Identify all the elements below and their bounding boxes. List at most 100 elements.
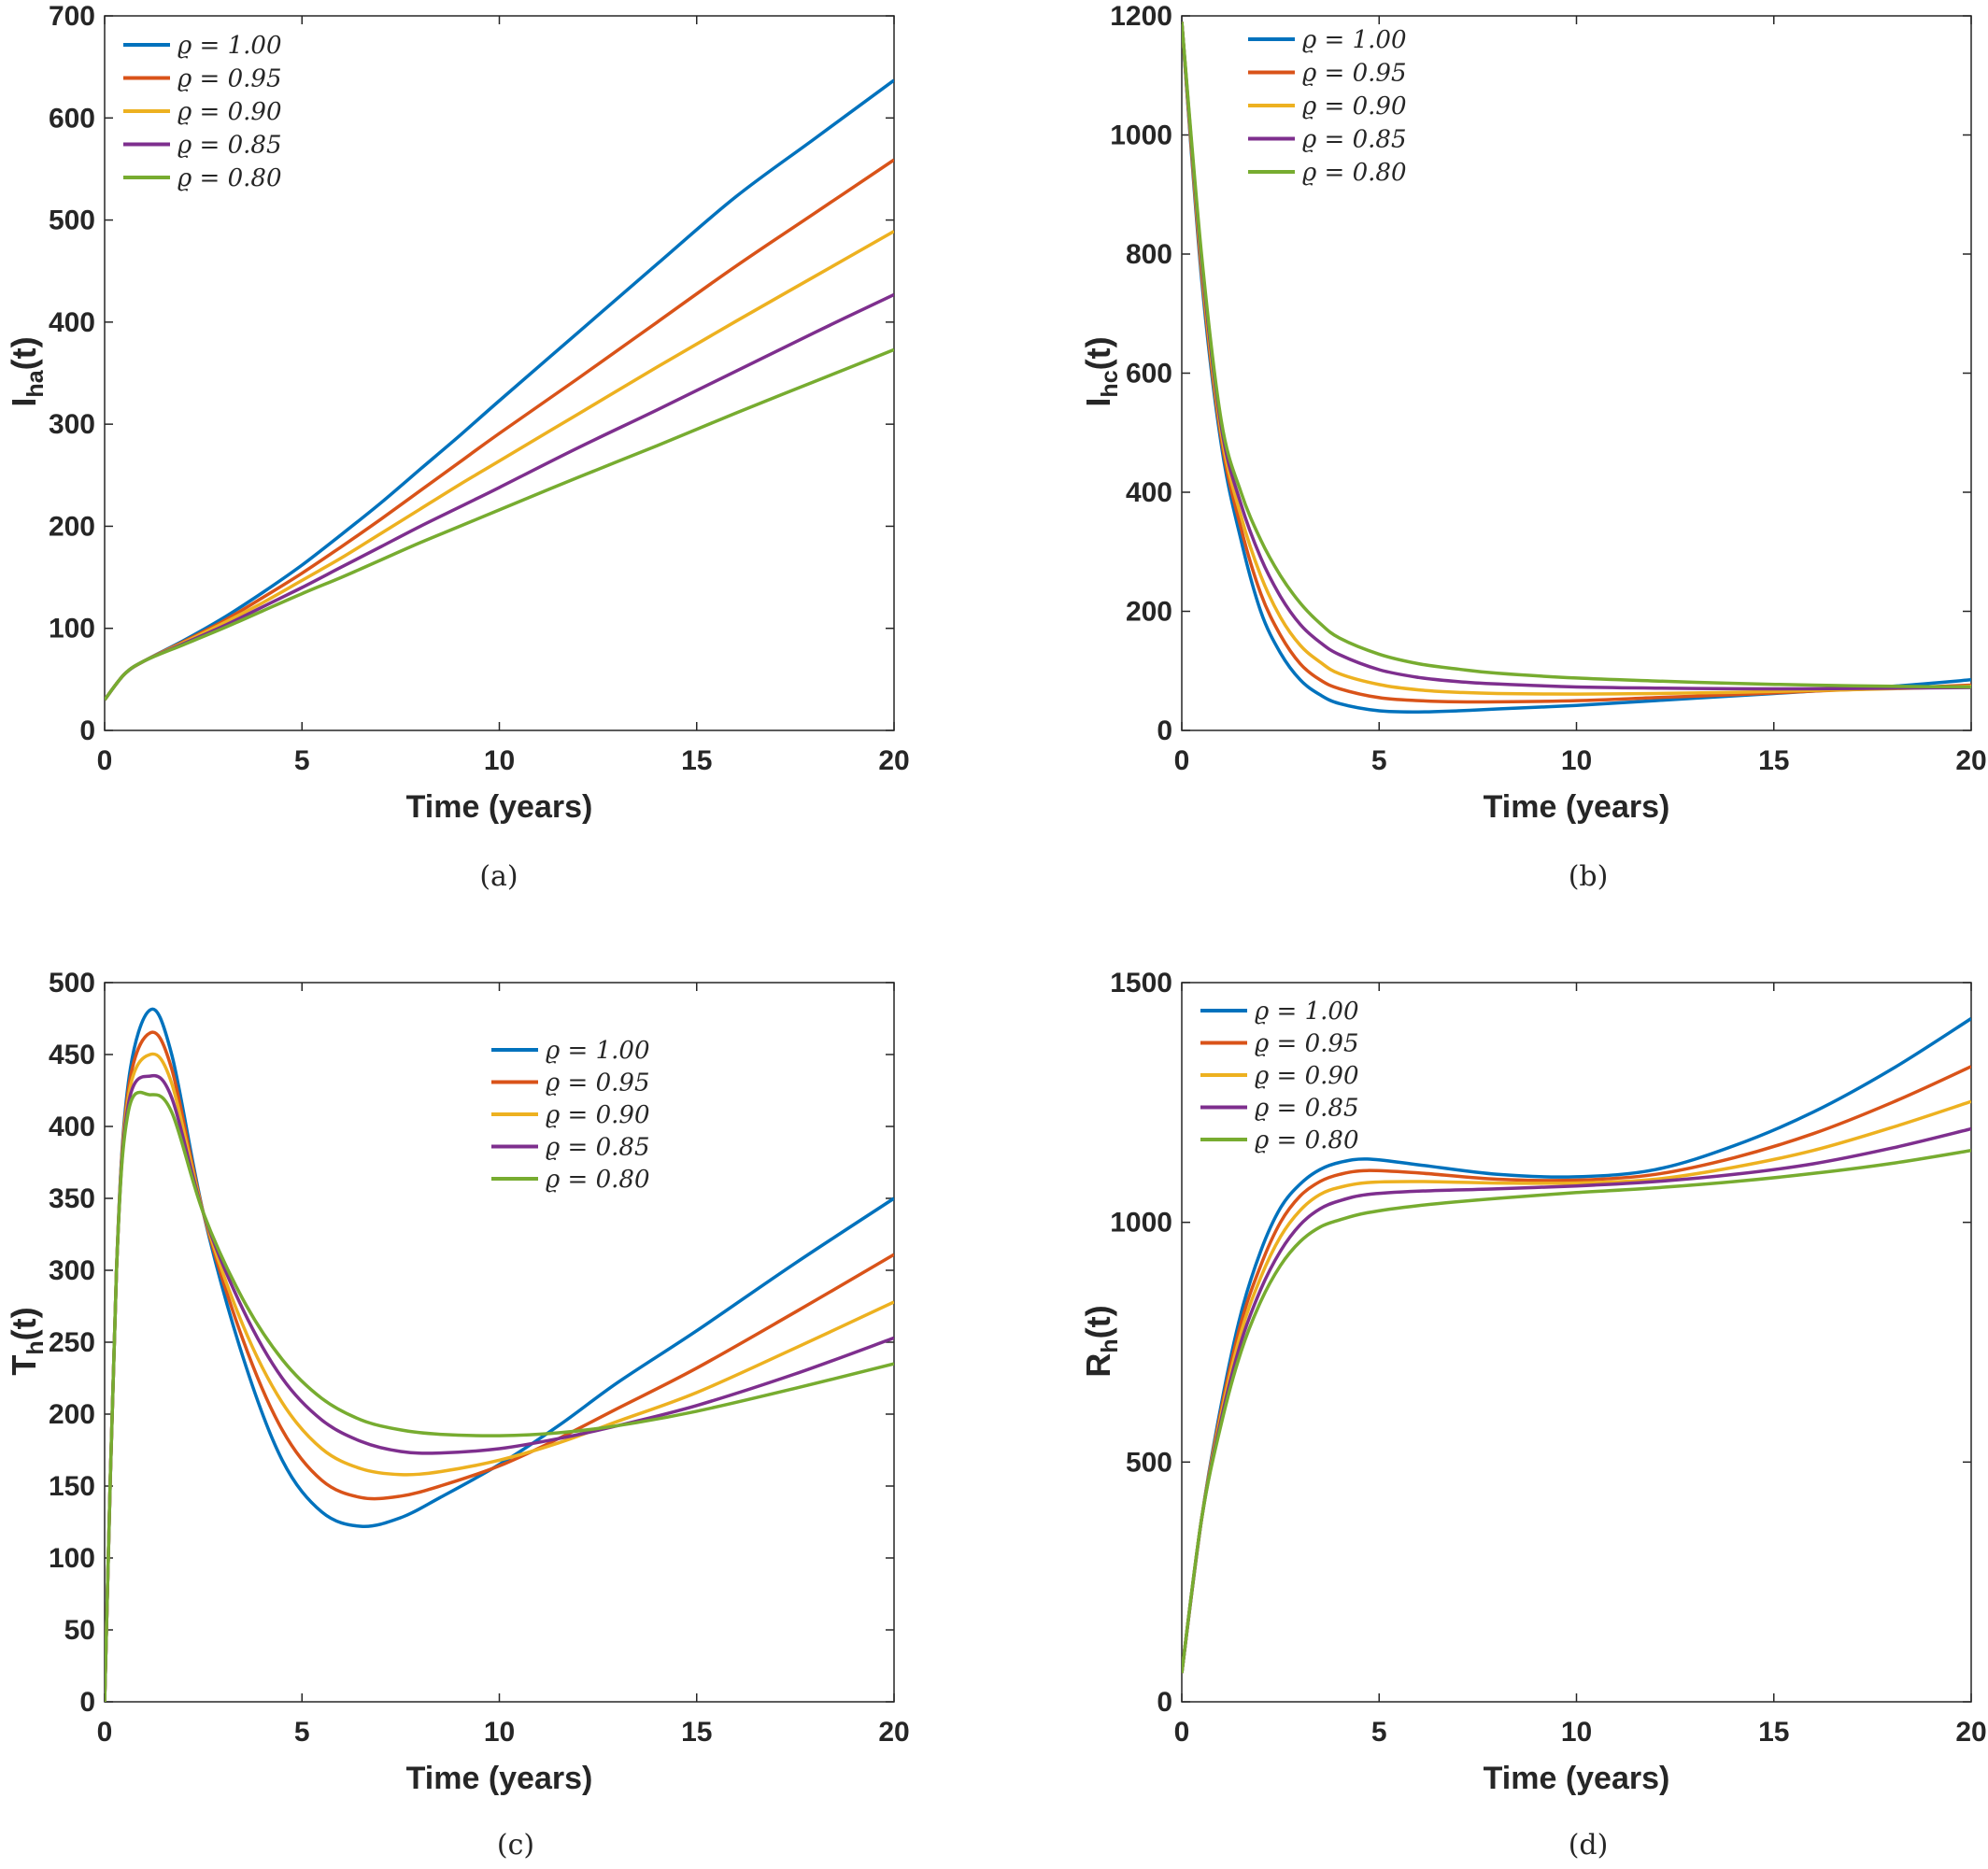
- legend-entry: ϱ = 0.95: [546, 1069, 650, 1097]
- x-tick-label: 5: [294, 745, 310, 776]
- y-tick-label: 700: [49, 1, 95, 32]
- legend-entry: ϱ = 0.85: [178, 132, 282, 160]
- y-axis-title: Rh(t): [1079, 1305, 1123, 1377]
- plot-area: [104, 982, 895, 1703]
- legend-entry: ϱ = 0.80: [1255, 1126, 1359, 1154]
- legend-entry: ϱ = 0.90: [178, 98, 282, 126]
- y-tick-label: 1500: [1110, 968, 1172, 998]
- x-tick-label: 5: [1371, 1717, 1387, 1748]
- y-tick-label: 0: [79, 1687, 95, 1718]
- series-line: [105, 292, 894, 701]
- x-tick-label: 15: [681, 745, 712, 776]
- y-tick-label: 200: [1126, 597, 1172, 628]
- y-tick-label: 0: [79, 715, 95, 746]
- x-tick-label: 20: [1955, 1717, 1986, 1748]
- y-tick-label: 400: [49, 307, 95, 338]
- y-tick-label: 1000: [1110, 120, 1172, 151]
- y-tick-label: 150: [49, 1471, 95, 1502]
- y-tick-label: 300: [49, 409, 95, 440]
- legend-entry: ϱ = 0.80: [1302, 159, 1407, 187]
- chart-panel-c: 0 5 10 15 20050100150200250300350400450500Ti…: [5, 968, 910, 1862]
- series-line: [1182, 1126, 1971, 1674]
- legend-entry: ϱ = 0.80: [178, 164, 282, 192]
- panel-caption: (d): [1569, 1829, 1609, 1862]
- series-line: [105, 1030, 894, 1702]
- y-tick-label: 100: [49, 614, 95, 644]
- series-line: [1182, 1148, 1971, 1674]
- y-tick-label: 350: [49, 1183, 95, 1214]
- panel-caption: (c): [497, 1829, 534, 1862]
- legend-entry: ϱ = 1.00: [1255, 998, 1359, 1026]
- series-line: [105, 347, 894, 701]
- x-tick-label: 0: [1174, 745, 1190, 776]
- y-tick-label: 300: [49, 1255, 95, 1286]
- x-tick-label: 5: [1371, 745, 1387, 776]
- y-tick-label: 50: [64, 1615, 95, 1646]
- y-tick-label: 450: [49, 1040, 95, 1070]
- x-tick-label: 20: [1955, 745, 1986, 776]
- x-tick-label: 15: [681, 1717, 712, 1748]
- x-tick-label: 10: [1561, 745, 1592, 776]
- legend-entry: ϱ = 0.85: [1302, 126, 1407, 154]
- x-tick-label: 10: [1561, 1717, 1592, 1748]
- legend-entry: ϱ = 0.80: [546, 1166, 650, 1194]
- x-tick-label: 20: [878, 1717, 909, 1748]
- y-axis-title: Iha(t): [5, 336, 49, 406]
- x-tick-label: 10: [484, 1717, 515, 1748]
- x-tick-label: 15: [1758, 1717, 1789, 1748]
- y-tick-label: 500: [1126, 1447, 1172, 1478]
- y-tick-label: 400: [49, 1111, 95, 1142]
- legend-entry: ϱ = 0.95: [1302, 60, 1407, 88]
- series-line: [1182, 21, 1971, 696]
- x-axis-title: Time (years): [1484, 789, 1670, 825]
- y-axis-title: Ihc(t): [1079, 336, 1123, 406]
- y-tick-label: 200: [49, 1399, 95, 1430]
- y-tick-label: 0: [1157, 715, 1172, 746]
- panel-caption: (a): [479, 860, 518, 893]
- series-line: [105, 1073, 894, 1702]
- legend-entry: ϱ = 0.95: [178, 65, 282, 93]
- series-line: [105, 1090, 894, 1702]
- series-line: [1182, 21, 1971, 691]
- y-tick-label: 250: [49, 1327, 95, 1358]
- y-tick-label: 400: [1126, 477, 1172, 508]
- y-tick-label: 800: [1126, 239, 1172, 270]
- y-tick-label: 600: [49, 103, 95, 134]
- legend-entry: ϱ = 0.85: [1255, 1095, 1359, 1123]
- legend-entry: ϱ = 1.00: [178, 32, 282, 60]
- y-axis-title: Th(t): [5, 1307, 49, 1375]
- x-tick-label: 0: [97, 1717, 113, 1748]
- y-tick-label: 100: [49, 1543, 95, 1574]
- y-tick-label: 1000: [1110, 1208, 1172, 1239]
- x-tick-label: 5: [294, 1717, 310, 1748]
- series-line: [105, 1052, 894, 1702]
- legend-entry: ϱ = 0.90: [546, 1101, 650, 1129]
- y-tick-label: 0: [1157, 1687, 1172, 1718]
- legend-entry: ϱ = 0.85: [546, 1134, 650, 1162]
- x-axis-title: Time (years): [406, 789, 593, 825]
- legend-entry: ϱ = 0.90: [1302, 92, 1407, 120]
- series-line: [1182, 21, 1971, 704]
- y-tick-label: 200: [49, 511, 95, 542]
- chart-panel-d: 0 5 10 15 20 0 500 1000 1500 Time (years) Rh(t) ϱ =…: [1079, 968, 1987, 1862]
- x-tick-label: 0: [97, 745, 113, 776]
- y-tick-label: 500: [49, 205, 95, 236]
- legend-entry: ϱ = 0.95: [1255, 1030, 1359, 1058]
- y-tick-label: 600: [1126, 359, 1172, 389]
- x-tick-label: 0: [1174, 1717, 1190, 1748]
- y-tick-label: 500: [49, 968, 95, 998]
- x-tick-label: 10: [484, 745, 515, 776]
- x-tick-label: 15: [1758, 745, 1789, 776]
- series-line: [1182, 21, 1971, 689]
- series-line: [1182, 21, 1971, 714]
- x-tick-label: 20: [878, 745, 909, 776]
- x-axis-title: Time (years): [1484, 1761, 1670, 1796]
- panel-caption: (b): [1569, 860, 1609, 893]
- legend-entry: ϱ = 1.00: [546, 1037, 650, 1065]
- y-tick-label: 1200: [1110, 1, 1172, 32]
- x-axis-title: Time (years): [406, 1761, 593, 1796]
- legend-entry: ϱ = 0.90: [1255, 1062, 1359, 1090]
